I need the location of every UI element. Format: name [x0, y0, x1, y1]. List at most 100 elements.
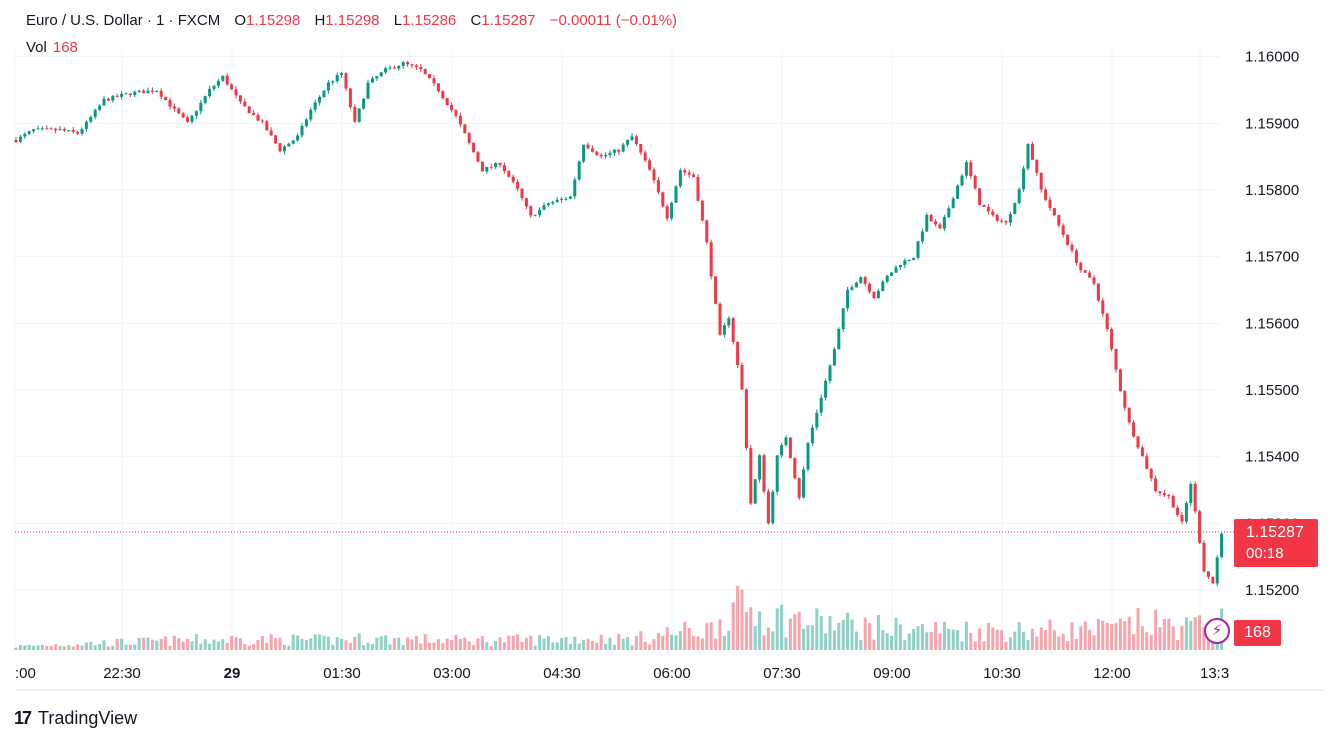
candle-body [573, 179, 577, 197]
candle-body [1136, 436, 1140, 448]
candle-body [436, 83, 440, 92]
volume-bar [480, 636, 484, 650]
volume-bar [441, 643, 445, 650]
candle-body [463, 124, 467, 134]
volume-bar [876, 614, 880, 650]
candle-body [238, 95, 242, 102]
volume-bar [868, 623, 872, 650]
volume-bar [577, 643, 581, 650]
candle-body [1039, 172, 1043, 190]
candle-body [731, 318, 735, 342]
candle-body [1000, 220, 1004, 222]
candle-body [780, 445, 784, 456]
volume-bar [168, 645, 172, 650]
volume-bar [907, 633, 911, 650]
volume-bar [573, 636, 577, 650]
volume-bar [973, 641, 977, 650]
candle-body [788, 437, 792, 459]
candle-body [406, 62, 410, 65]
brand-name: TradingView [38, 708, 138, 728]
candle-body [639, 144, 643, 153]
volume-bar [260, 636, 264, 650]
candle-body [410, 64, 414, 66]
candle-body [929, 214, 933, 222]
volume-bar [612, 645, 616, 650]
volume-bar [326, 636, 330, 650]
volume-bar [714, 638, 718, 650]
candle-body [1198, 511, 1202, 543]
candle-body [542, 205, 546, 210]
volume-bar [27, 644, 31, 650]
candle-body [815, 412, 819, 428]
volume-bar [850, 619, 854, 650]
candle-body [775, 455, 779, 492]
volume-bar [340, 638, 344, 650]
candle-body [507, 171, 511, 177]
volume-bar [287, 645, 291, 650]
candle-body [1017, 189, 1021, 204]
candle-body [964, 162, 968, 176]
candle-body [920, 231, 924, 242]
volume-bar [863, 617, 867, 650]
lightning-bolt-icon[interactable]: ⚡ [1204, 618, 1230, 644]
volume-bar [463, 637, 467, 650]
volume-bar [388, 644, 392, 650]
candle-body [555, 199, 559, 202]
volume-bar [731, 602, 735, 650]
tradingview-brand[interactable]: 17 TradingView [14, 708, 137, 729]
volume-bar [300, 638, 304, 650]
volume-bar [419, 643, 423, 650]
candle-body [45, 128, 49, 130]
time-axis[interactable]: :00 22:30 29 01:30 03:00 04:30 06:00 07:30 09:00… [15, 665, 1325, 691]
tradingview-logo-icon: 17 [14, 708, 32, 728]
volume-bar [797, 611, 801, 650]
candle-body [322, 90, 326, 97]
candle-body [793, 458, 797, 479]
candle-body [36, 128, 40, 130]
symbol-title[interactable]: Euro / U.S. Dollar · 1 · FXCM [26, 12, 221, 29]
volume-bar [775, 608, 779, 650]
volume-bar [1132, 634, 1136, 650]
candle-body [194, 111, 198, 116]
candle-body [1171, 495, 1175, 508]
volume-bar [1149, 634, 1153, 650]
volume-bar [1000, 630, 1004, 650]
volume-bar [106, 646, 110, 650]
volume-bar [1083, 621, 1087, 650]
candle-body [1180, 515, 1184, 522]
volume-bar [322, 635, 326, 650]
volume-bar [397, 637, 401, 650]
volume-bar [978, 628, 982, 650]
candle-body [331, 81, 335, 83]
volume-bar [1052, 630, 1056, 650]
candle-body [304, 119, 308, 126]
volume-bar [76, 644, 80, 650]
volume-bar [885, 633, 889, 650]
volume-bar [520, 641, 524, 650]
candle-body [27, 131, 31, 134]
candle-body [916, 241, 920, 258]
candle-body [1220, 533, 1224, 558]
volume-bar [1070, 622, 1074, 650]
volume-bar [194, 634, 198, 650]
candle-body [524, 198, 528, 207]
candle-body [1061, 225, 1065, 235]
candle-body [868, 283, 872, 292]
volume-bar [1162, 618, 1166, 650]
price-axis[interactable]: 1.16000 1.15900 1.15800 1.15700 1.15600 1.155… [1245, 49, 1299, 599]
candle-body [115, 95, 119, 97]
volume-bar [370, 643, 374, 650]
candle-body [960, 175, 964, 186]
volume-bar [445, 638, 449, 650]
candle-body [1189, 484, 1193, 503]
volume-bar [960, 641, 964, 650]
candle-body [137, 90, 141, 92]
volume-bar [1193, 617, 1197, 650]
volume-bar [1057, 636, 1061, 650]
candle-body [1092, 277, 1096, 284]
volume-bar [793, 614, 797, 650]
candle-body [181, 113, 185, 118]
volume-bar [1158, 627, 1162, 650]
close-value: 1.15287 [481, 12, 536, 29]
